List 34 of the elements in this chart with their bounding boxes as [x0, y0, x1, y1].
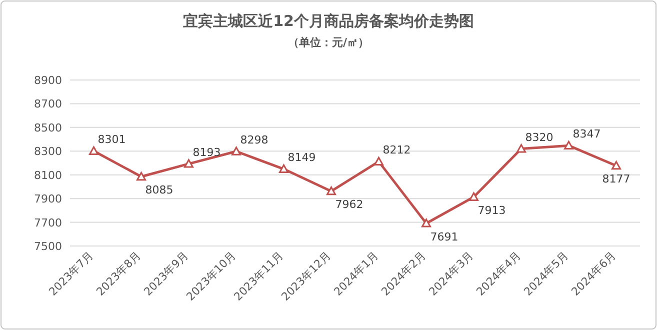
- y-tick-label: 8100: [34, 168, 62, 182]
- point: [232, 146, 241, 156]
- data-label: 8177: [602, 172, 630, 186]
- point: [279, 164, 288, 173]
- chart-subtitle: （单位：元/㎡）: [288, 36, 370, 49]
- point: [184, 159, 194, 168]
- data-label: 8212: [382, 144, 411, 157]
- point: [326, 186, 336, 196]
- data-label: 8149: [288, 151, 316, 164]
- data-label: 8193: [192, 146, 221, 159]
- y-tick-label: 8300: [34, 145, 62, 158]
- point: [374, 156, 384, 166]
- data-label: 7962: [335, 198, 364, 212]
- point: [612, 160, 621, 170]
- data-label: 8085: [145, 184, 174, 197]
- point: [422, 218, 431, 228]
- y-tick-label: 8500: [34, 121, 62, 134]
- y-tick-label: 7900: [34, 192, 62, 206]
- data-label: 8298: [240, 133, 268, 146]
- point: [564, 140, 574, 150]
- chart-title: 宜宾主城区近12个月商品房备案均价走势图: [183, 12, 474, 30]
- y-tick-label: 8900: [34, 74, 62, 87]
- y-tick-label: 7500: [34, 240, 62, 253]
- point: [136, 172, 146, 181]
- data-label: 7913: [478, 204, 506, 218]
- data-label: 7691: [430, 230, 458, 244]
- data-label: 8301: [98, 133, 126, 146]
- y-tick-label: 7700: [34, 216, 62, 230]
- point: [516, 144, 526, 153]
- data-label: 8320: [525, 130, 554, 144]
- point: [89, 146, 98, 155]
- y-tick-label: 8700: [34, 98, 62, 111]
- data-label: 8347: [572, 128, 601, 141]
- point: [469, 192, 478, 201]
